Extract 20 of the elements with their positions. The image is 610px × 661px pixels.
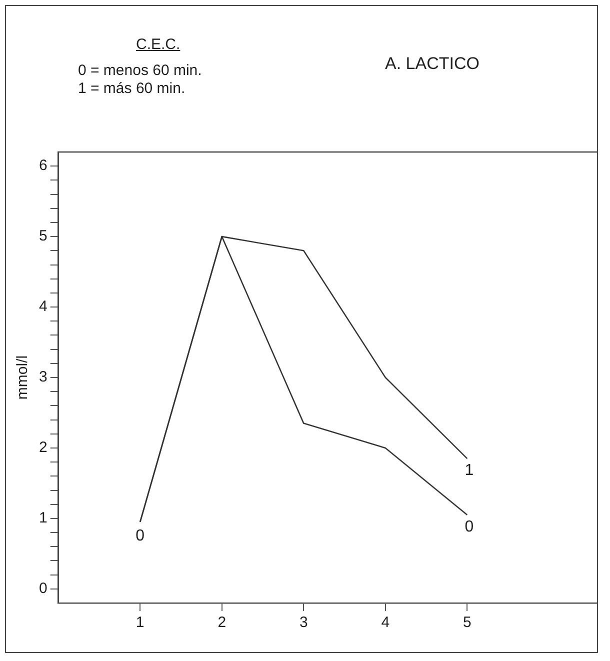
x-tick-label: 3 [299, 614, 308, 632]
y-tick-label: 1 [39, 510, 48, 527]
annotation: 0 [136, 527, 145, 544]
x-tick-label: 5 [463, 614, 472, 632]
x-tick-label: 4 [381, 614, 390, 632]
series-label: 1 [464, 462, 474, 479]
y-axis-title: mmol/l [14, 355, 32, 400]
chart-title: A. LACTICO [385, 54, 480, 74]
text: C.E.C. [136, 36, 182, 54]
x-tick-label: 2 [218, 614, 226, 632]
y-tick-label: 4 [39, 298, 48, 316]
text: 0 = menos 60 min. [78, 62, 202, 80]
y-tick-label: 3 [39, 368, 48, 386]
text: 1 = más 60 min. [78, 80, 186, 98]
y-tick-label: 2 [39, 439, 48, 456]
x-tick-label: 1 [136, 614, 144, 632]
y-tick-label: 0 [39, 580, 48, 598]
y-tick-label: 5 [39, 228, 48, 245]
series-label: 0 [464, 518, 474, 536]
y-tick-label: 6 [39, 157, 48, 174]
